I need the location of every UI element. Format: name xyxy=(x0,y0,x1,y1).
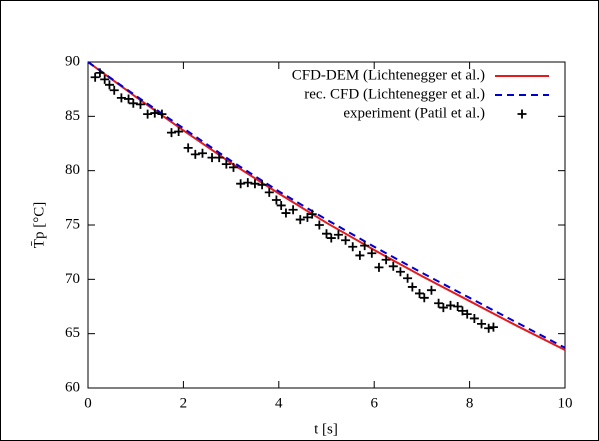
point xyxy=(488,322,498,332)
point xyxy=(333,230,343,240)
point xyxy=(157,109,167,119)
series-line xyxy=(87,61,566,351)
point xyxy=(243,178,253,188)
point xyxy=(95,68,105,78)
y-tick-label: 65 xyxy=(65,325,80,341)
point xyxy=(197,148,207,158)
point xyxy=(302,212,312,222)
legend-label: rec. CFD (Lichtenegger et al.) xyxy=(304,86,485,102)
point xyxy=(128,98,138,108)
y-axis-label: T̄p [°C] xyxy=(31,202,47,248)
point xyxy=(360,241,370,251)
point xyxy=(407,282,417,292)
legend-marker xyxy=(517,109,527,119)
point xyxy=(322,229,331,239)
point xyxy=(462,309,472,319)
point xyxy=(314,220,324,230)
point xyxy=(438,303,448,313)
point xyxy=(214,153,224,163)
point xyxy=(288,205,298,215)
point xyxy=(190,149,200,159)
point xyxy=(388,261,398,271)
legend-label: CFD-DEM (Lichtenegger et al.) xyxy=(292,67,485,83)
point xyxy=(415,288,425,298)
point xyxy=(236,179,246,189)
point xyxy=(426,285,436,295)
point xyxy=(257,180,267,190)
point xyxy=(307,209,317,219)
x-tick-label: 8 xyxy=(466,395,474,411)
point xyxy=(374,262,384,272)
point xyxy=(367,248,377,258)
legend-label: experiment (Patil et al.) xyxy=(343,105,485,121)
point xyxy=(166,128,176,138)
point xyxy=(341,235,351,245)
point xyxy=(100,74,110,84)
x-axis-label: t [s] xyxy=(314,421,338,437)
point xyxy=(381,255,391,265)
x-tick-label: 10 xyxy=(558,395,573,411)
point xyxy=(395,267,405,277)
point xyxy=(250,179,260,189)
x-tick-label: 6 xyxy=(370,395,378,411)
point xyxy=(281,208,291,218)
y-tick-label: 80 xyxy=(65,162,80,178)
point xyxy=(124,94,134,104)
point xyxy=(484,323,494,333)
y-tick-label: 60 xyxy=(65,379,80,395)
point xyxy=(271,195,281,205)
point xyxy=(469,313,479,323)
y-tick-label: 90 xyxy=(65,53,80,69)
point xyxy=(135,99,145,109)
point xyxy=(276,200,286,210)
point xyxy=(116,93,126,103)
x-tick-label: 0 xyxy=(84,395,92,411)
point xyxy=(183,143,193,153)
point xyxy=(477,319,487,329)
x-tick-label: 4 xyxy=(275,395,283,411)
point xyxy=(104,80,114,90)
point xyxy=(150,108,160,118)
point xyxy=(174,127,184,137)
point xyxy=(446,300,456,310)
x-tick-label: 2 xyxy=(180,395,188,411)
point xyxy=(90,72,100,82)
point xyxy=(109,85,119,95)
y-tick-label: 70 xyxy=(65,271,80,287)
series-line xyxy=(87,61,566,349)
point xyxy=(264,187,274,197)
y-tick-label: 85 xyxy=(65,108,80,124)
point xyxy=(348,242,358,252)
y-tick-label: 75 xyxy=(65,216,80,232)
point xyxy=(453,302,463,311)
point xyxy=(228,162,238,172)
point xyxy=(434,298,444,308)
point xyxy=(355,250,365,260)
point xyxy=(403,273,413,283)
point xyxy=(143,109,153,119)
point xyxy=(419,293,429,303)
point xyxy=(221,159,231,169)
point xyxy=(326,233,336,243)
point xyxy=(457,306,467,316)
point xyxy=(295,215,305,225)
